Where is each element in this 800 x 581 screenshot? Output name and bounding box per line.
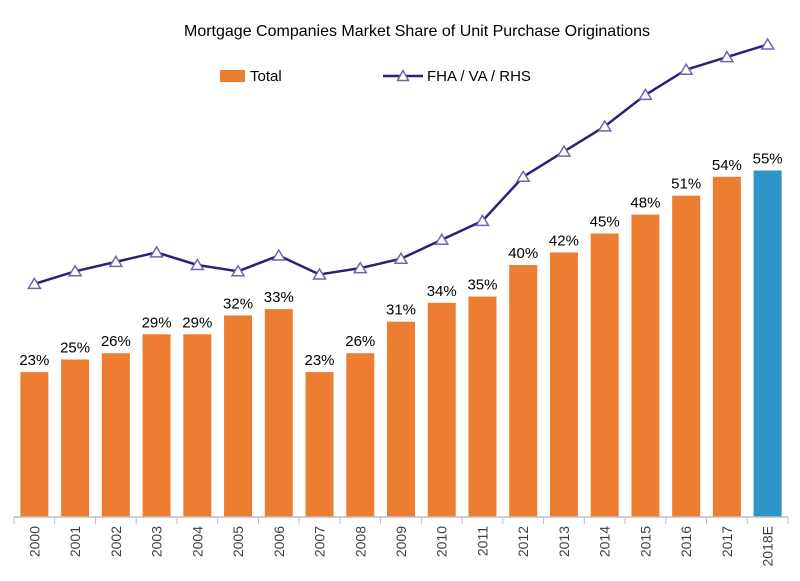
x-label-2015: 2015 bbox=[637, 526, 653, 557]
bar-2013 bbox=[549, 252, 578, 517]
line-series-fha-va-rhs bbox=[27, 37, 775, 290]
triangle-marker-2017 bbox=[719, 50, 735, 63]
triangle-marker-2014 bbox=[597, 119, 613, 132]
bar-label-2000: 23% bbox=[19, 352, 49, 369]
bar-label-2007: 23% bbox=[305, 352, 335, 369]
bar-2007 bbox=[305, 372, 334, 517]
triangle-marker-2007 bbox=[312, 267, 327, 280]
x-label-2016: 2016 bbox=[678, 526, 694, 557]
bar-label-2005: 32% bbox=[223, 295, 253, 312]
x-label-2002: 2002 bbox=[108, 526, 124, 557]
triangle-marker-2009 bbox=[393, 251, 409, 264]
x-label-2014: 2014 bbox=[597, 526, 613, 557]
bar-2005 bbox=[224, 315, 253, 517]
bar-label-2004: 29% bbox=[182, 314, 212, 331]
x-label-2008: 2008 bbox=[352, 526, 368, 557]
legend-total-label: Total bbox=[250, 68, 282, 85]
bar-label-2008: 26% bbox=[345, 333, 375, 350]
triangle-marker-2011 bbox=[475, 213, 490, 227]
x-label-2007: 2007 bbox=[312, 526, 328, 557]
bar-2000 bbox=[20, 372, 49, 517]
triangle-marker-2002 bbox=[108, 254, 124, 268]
x-label-2012: 2012 bbox=[515, 526, 531, 557]
bar-2001 bbox=[61, 359, 90, 517]
legend-total-swatch-icon bbox=[220, 70, 245, 82]
x-label-2003: 2003 bbox=[149, 526, 165, 557]
bar-2012 bbox=[509, 265, 538, 517]
bar-label-2016: 51% bbox=[671, 176, 701, 193]
x-label-2000: 2000 bbox=[26, 526, 42, 557]
x-axis-tick-labels: 2000 2001 2002 2003 2004 2005 2006 2007 2008 2009… bbox=[26, 526, 775, 567]
bar-2008 bbox=[346, 353, 375, 517]
triangle-marker-2018E bbox=[760, 37, 775, 50]
triangle-marker-2013 bbox=[556, 144, 572, 157]
triangle-marker-2008 bbox=[352, 261, 368, 274]
bar-label-2011: 35% bbox=[467, 277, 497, 294]
triangle-marker-2006 bbox=[271, 248, 287, 261]
bar-2018E bbox=[753, 170, 782, 517]
triangle-marker-2016 bbox=[678, 62, 694, 75]
bar-2002 bbox=[101, 353, 130, 517]
bar-series-total bbox=[20, 170, 782, 518]
bar-2009 bbox=[387, 321, 415, 517]
bar-label-2001: 25% bbox=[60, 340, 90, 357]
bar-label-2003: 29% bbox=[142, 314, 172, 331]
x-label-2011: 2011 bbox=[474, 526, 490, 556]
bar-label-2009: 31% bbox=[386, 302, 416, 319]
triangle-marker-2000 bbox=[27, 276, 42, 290]
triangle-marker-2004 bbox=[189, 258, 205, 271]
x-label-2013: 2013 bbox=[556, 526, 572, 557]
triangle-marker-2005 bbox=[230, 264, 246, 277]
bar-label-2014: 45% bbox=[590, 214, 620, 231]
x-label-2004: 2004 bbox=[189, 526, 205, 557]
x-label-2005: 2005 bbox=[230, 526, 246, 557]
bar-2015 bbox=[631, 214, 660, 517]
legend: Total FHA / VA / RHS bbox=[220, 68, 531, 85]
bar-2017 bbox=[712, 176, 741, 518]
bar-2006 bbox=[264, 309, 293, 517]
bar-2010 bbox=[427, 302, 456, 517]
bar-data-labels: 23% 25% 26% 29% 29% 32% 33% 23% 26% 31% 34% 35% 40% 4… bbox=[19, 151, 782, 370]
bar-2011 bbox=[468, 296, 497, 517]
bar-label-2006: 33% bbox=[264, 289, 294, 306]
x-label-2017: 2017 bbox=[719, 526, 735, 557]
triangle-marker-2010 bbox=[434, 232, 450, 246]
triangle-marker-2003 bbox=[149, 245, 164, 258]
legend-fha-label: FHA / VA / RHS bbox=[427, 68, 531, 85]
triangle-marker-2015 bbox=[638, 87, 653, 101]
bar-label-2018E: 55% bbox=[753, 151, 783, 168]
bar-2016 bbox=[672, 195, 701, 517]
x-label-2006: 2006 bbox=[271, 526, 287, 557]
chart-title: Mortgage Companies Market Share of Unit … bbox=[184, 23, 650, 40]
x-label-2010: 2010 bbox=[434, 526, 450, 557]
triangle-marker-2012 bbox=[515, 169, 531, 183]
x-label-2018E: 2018E bbox=[760, 526, 776, 566]
bar-label-2010: 34% bbox=[427, 283, 457, 300]
x-label-2009: 2009 bbox=[393, 526, 409, 557]
triangle-marker-2001 bbox=[67, 264, 83, 277]
bar-label-2012: 40% bbox=[508, 245, 538, 262]
x-axis bbox=[13, 516, 789, 524]
bar-label-2002: 26% bbox=[101, 333, 131, 350]
bar-label-2013: 42% bbox=[549, 232, 579, 249]
bar-label-2015: 48% bbox=[630, 195, 660, 212]
bar-label-2017: 54% bbox=[712, 157, 742, 174]
bar-2014 bbox=[590, 233, 619, 517]
legend-triangle-marker-icon bbox=[396, 68, 410, 82]
bar-2003 bbox=[142, 334, 171, 517]
x-label-2001: 2001 bbox=[67, 526, 83, 557]
bar-2004 bbox=[183, 334, 212, 517]
